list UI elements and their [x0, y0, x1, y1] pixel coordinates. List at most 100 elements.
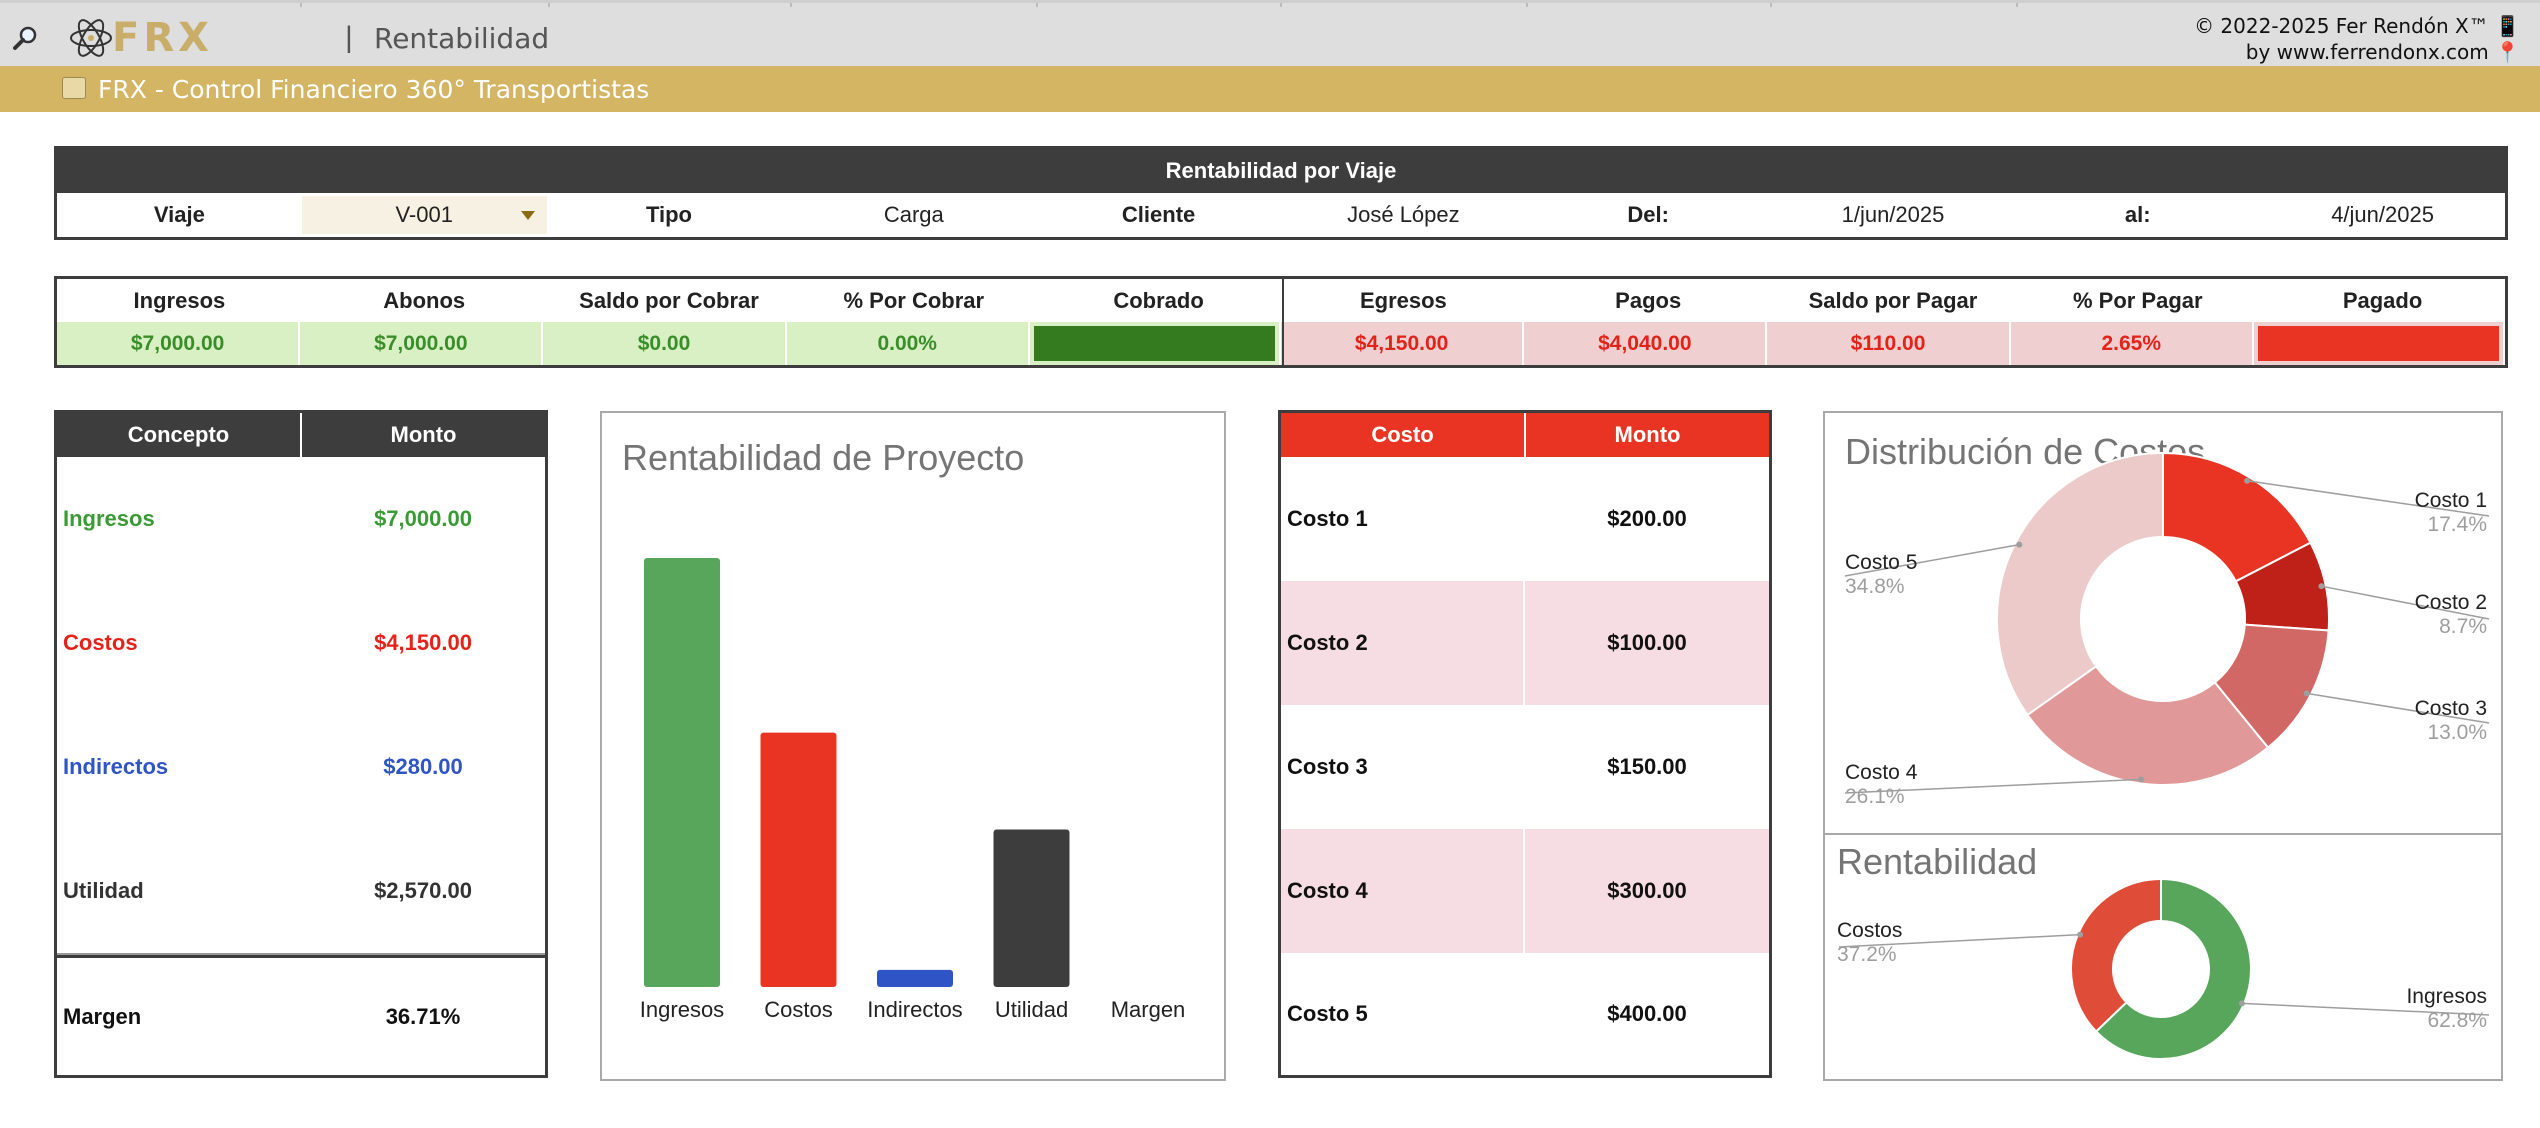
saldo-por-cobrar-value: $0.00	[543, 322, 787, 365]
trip-header-title: Rentabilidad por Viaje	[57, 149, 2505, 193]
bar-chart-title: Rentabilidad de Proyecto	[622, 437, 1025, 478]
pagado-progress-fill	[2257, 326, 2500, 361]
tipo-label: Tipo	[645, 202, 692, 227]
cost-label: Costo 2	[1281, 581, 1525, 705]
concept-value: $7,000.00	[374, 506, 472, 531]
copyright: © 2022-2025 Fer Rendón X™ 📱 by www.ferre…	[2194, 13, 2520, 65]
table-row: Margen 36.71%	[57, 958, 545, 1075]
bar-ingresos	[644, 558, 720, 987]
slice-pct: 37.2%	[1837, 943, 1897, 966]
viaje-select[interactable]: V-001	[301, 196, 547, 234]
pie-label-ingresos: Ingresos 62.8%	[2406, 985, 2487, 1033]
por-pagar-pct-value: 2.65%	[2010, 322, 2254, 365]
money-icon	[62, 77, 86, 99]
slice-ingresos	[2094, 877, 2252, 1060]
summary-header: Ingresos	[133, 288, 226, 313]
cost-label: Costo 3	[1281, 705, 1525, 829]
concept-value: $2,570.00	[374, 878, 472, 903]
table-row: Indirectos $280.00	[57, 705, 545, 829]
slice-pct: 34.8%	[1845, 575, 1905, 598]
tipo-value: Carga	[883, 202, 944, 227]
search-icon[interactable]	[12, 25, 38, 51]
slice-costo-5	[1996, 451, 2164, 717]
pie-label-costo-4: Costo 4 26.1%	[1845, 761, 1917, 809]
sheet-column-gridlines	[0, 3, 2540, 7]
summary-value-row: $7,000.00 $7,000.00 $0.00 0.00% $4,150.0…	[57, 322, 2506, 365]
bar-indirectos	[877, 969, 953, 987]
cost-value: $200.00	[1607, 506, 1687, 531]
bar-label-indirectos: Indirectos	[867, 997, 962, 1022]
concept-label: Indirectos	[63, 754, 169, 779]
summary-divider	[1282, 279, 1284, 365]
concept-header-row: Concepto Monto	[57, 413, 545, 457]
pie-label-costos: Costos 37.2%	[1837, 919, 1902, 967]
cost-value: $100.00	[1607, 630, 1687, 655]
summary-header: % Por Cobrar	[843, 288, 985, 313]
pagos-value: $4,040.00	[1524, 322, 1768, 365]
slice-pct: 62.8%	[2427, 1009, 2487, 1032]
egresos-value: $4,150.00	[1281, 322, 1525, 365]
series-name: Costo 1	[2414, 489, 2487, 512]
bar-costos	[760, 732, 837, 987]
frx-atom-logo-icon	[70, 19, 112, 57]
bar-label-costos: Costos	[764, 997, 832, 1022]
top-bar: FRX | Rentabilidad © 2022-2025 Fer Rendó…	[0, 0, 2540, 66]
rentabilidad-pie-title: Rentabilidad	[1837, 841, 2038, 882]
bar-chart: Ingresos Costos Indirectos Utilidad Margen	[640, 558, 1186, 1022]
monto-header: Monto	[390, 422, 457, 447]
concept-label: Utilidad	[63, 878, 144, 903]
copyright-line-2[interactable]: by www.ferrendonx.com 📍	[2245, 40, 2520, 64]
pagado-progress	[2253, 322, 2506, 365]
series-name: Costos	[1837, 919, 1903, 942]
pie-label-costo-5: Costo 5 34.8%	[1845, 551, 1917, 599]
rentabilidad-donut-chart	[1838, 877, 2490, 1060]
copyright-line-1: © 2022-2025 Fer Rendón X™ 📱	[2194, 14, 2520, 38]
title-separator: |	[345, 21, 353, 54]
slice-pct: 13.0%	[2427, 721, 2487, 744]
cobrado-progress	[1029, 322, 1282, 365]
logo-text: FRX	[112, 15, 213, 61]
costo-header: Costo	[1281, 413, 1526, 457]
slice-pct: 26.1%	[1845, 785, 1905, 808]
table-row: Costo 2 $100.00	[1281, 581, 1769, 705]
concept-label: Costos	[63, 630, 138, 655]
slice-costo-4	[2026, 664, 2270, 786]
series-name: Costo 3	[2414, 697, 2487, 720]
pie-label-costo-2: Costo 2 8.7%	[2415, 591, 2487, 639]
trip-header-row: Viaje V-001 Tipo Carga Cliente José Lópe…	[57, 193, 2505, 237]
del-label: Del:	[1627, 202, 1669, 227]
table-row: Costo 4 $300.00	[1281, 829, 1769, 953]
concept-header: Concepto	[57, 413, 302, 457]
al-value: 4/jun/2025	[2331, 202, 2434, 227]
series-name: Costo 5	[1845, 551, 1918, 574]
concept-value: $4,150.00	[374, 630, 472, 655]
table-row: Costo 3 $150.00	[1281, 705, 1769, 829]
abonos-value: $7,000.00	[300, 322, 544, 365]
concept-label: Ingresos	[63, 506, 155, 531]
del-value: 1/jun/2025	[1841, 202, 1945, 227]
pie-label-costo-1: Costo 1 17.4%	[2415, 489, 2487, 537]
table-row: Utilidad $2,570.00	[57, 829, 545, 953]
cliente-label: Cliente	[1121, 202, 1196, 227]
viaje-value: V-001	[395, 202, 453, 227]
series-name: Ingresos	[2406, 985, 2487, 1008]
summary-header: Cobrado	[1113, 288, 1204, 313]
cost-label: Costo 1	[1281, 457, 1525, 581]
summary-header: Saldo por Cobrar	[579, 288, 759, 313]
al-label: al:	[2124, 202, 2151, 227]
bar-label-ingresos: Ingresos	[640, 997, 724, 1022]
margin-separator	[57, 953, 545, 958]
cliente-value: José López	[1347, 202, 1460, 227]
concept-value: 36.71%	[385, 1003, 461, 1029]
slice-pct: 8.7%	[2439, 615, 2487, 638]
summary-header: Pagos	[1615, 288, 1682, 313]
bar-label-margen: Margen	[1111, 997, 1186, 1022]
table-row: Ingresos $7,000.00	[57, 457, 545, 581]
viaje-label: Viaje	[153, 202, 205, 227]
pie-label-costo-3: Costo 3 13.0%	[2415, 697, 2487, 745]
concept-label: Margen	[63, 1003, 142, 1029]
summary-header-row: Ingresos Abonos Saldo por Cobrar % Por C…	[57, 279, 2505, 322]
bar-utilidad	[993, 829, 1070, 987]
saldo-por-pagar-value: $110.00	[1767, 322, 2011, 365]
chevron-down-icon[interactable]	[520, 211, 535, 220]
